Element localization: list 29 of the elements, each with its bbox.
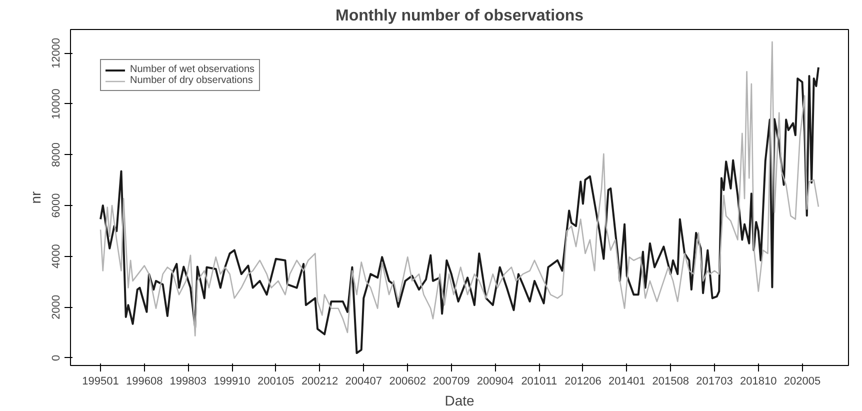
x-tick-label: 201810: [740, 376, 777, 388]
x-tick-label: 200602: [389, 376, 426, 388]
chart-title: Monthly number of observations: [335, 8, 584, 24]
x-tick-label: 199910: [214, 376, 250, 388]
y-tick-label: 0: [50, 354, 62, 361]
y-tick-label: 10000: [50, 88, 62, 120]
y-tick-label: 12000: [50, 38, 62, 68]
x-tick-label: 201206: [564, 376, 602, 388]
x-axis-title: Date: [444, 392, 474, 408]
x-tick-label: 200407: [345, 376, 382, 388]
y-tick-label: 6000: [50, 193, 62, 218]
x-tick-label: 200212: [301, 376, 338, 388]
x-tick-label: 199803: [170, 376, 206, 388]
y-tick-label: 4000: [50, 244, 62, 269]
x-tick-label: 201703: [696, 376, 733, 388]
y-axis-title: nr: [28, 190, 44, 204]
x-tick-label: 200709: [433, 376, 470, 388]
x-tick-label: 200105: [258, 376, 294, 388]
x-tick-label: 201011: [521, 376, 558, 388]
y-tick-label: 8000: [50, 142, 62, 167]
y-tick-label: 2000: [50, 294, 62, 320]
x-tick-label: 201508: [652, 376, 690, 388]
legend-label: Number of wet observations: [130, 64, 255, 75]
legend-label: Number of dry observations: [130, 75, 253, 86]
x-tick-label: 202005: [784, 376, 821, 388]
x-tick-label: 199608: [126, 376, 163, 388]
x-tick-label: 201401: [608, 376, 646, 388]
x-tick-label: 200904: [476, 376, 514, 388]
x-tick-label: 199501: [82, 376, 119, 388]
